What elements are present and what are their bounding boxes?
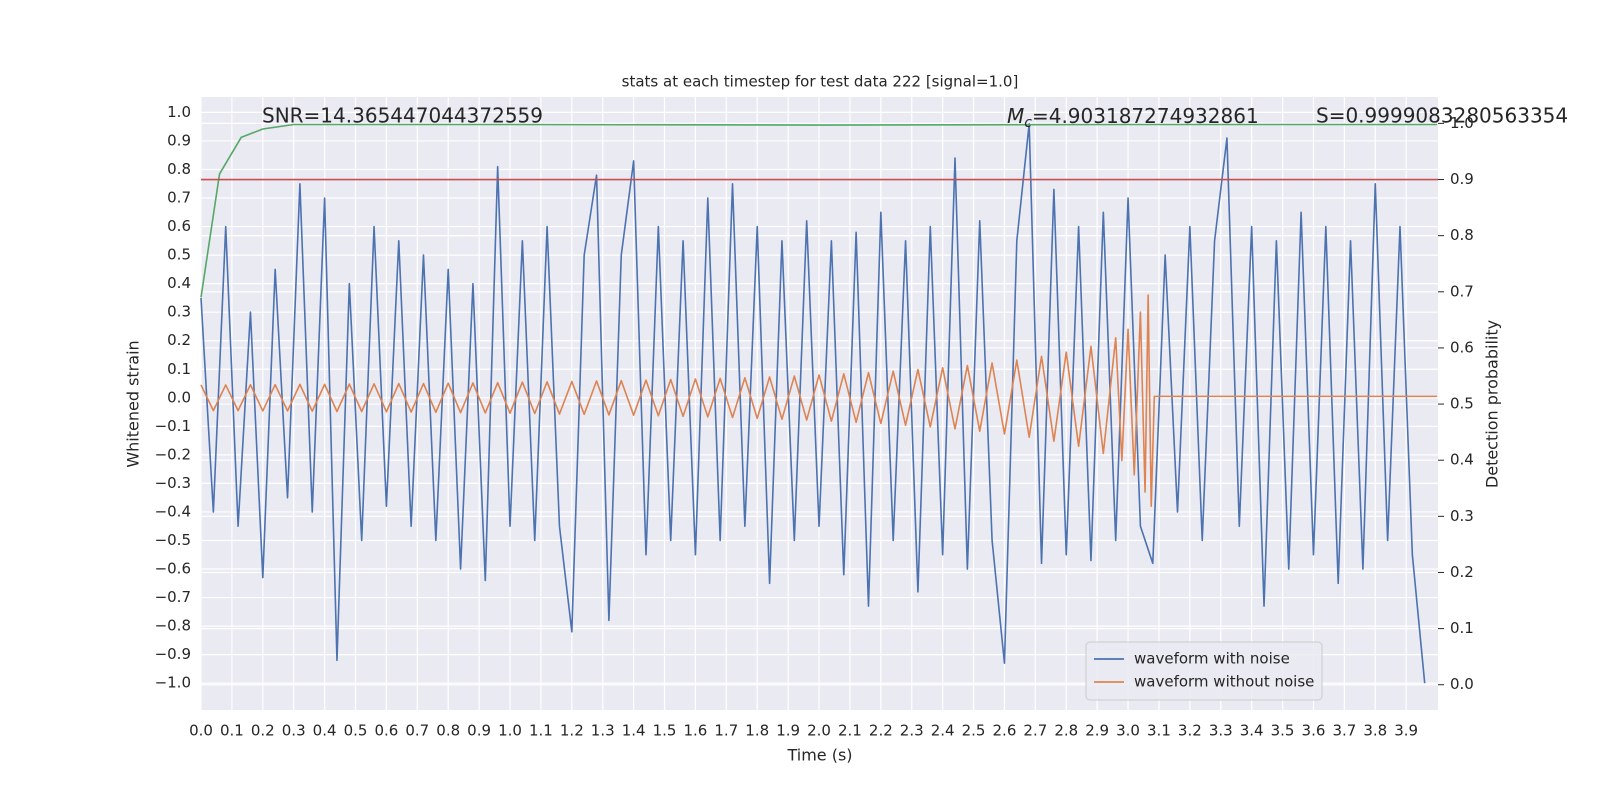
x-tick-label: 3.2: [1178, 722, 1202, 740]
x-tick-label: 1.5: [653, 722, 677, 740]
x-tick-label: 0.2: [251, 722, 275, 740]
y2-tick-label: 0.2: [1450, 563, 1474, 581]
x-tick-label: 2.1: [838, 722, 862, 740]
legend-label: waveform with noise: [1134, 650, 1290, 668]
y-tick-label: 0.6: [167, 217, 191, 235]
x-tick-label: 3.0: [1116, 722, 1140, 740]
x-tick-label: 0.9: [467, 722, 491, 740]
y-tick-label: −0.2: [155, 445, 191, 463]
x-tick-label: 1.8: [745, 722, 769, 740]
y-tick-label: 0.4: [167, 274, 191, 292]
y2-tick-label: 0.9: [1450, 170, 1474, 188]
y2-tick-label: 0.8: [1450, 226, 1474, 244]
y2-tick-label: 0.7: [1450, 282, 1474, 300]
y-tick-label: −0.6: [155, 560, 191, 578]
y2-tick-label: 0.5: [1450, 395, 1474, 413]
x-tick-label: 2.2: [869, 722, 893, 740]
x-tick-label: 0.5: [344, 722, 368, 740]
x-tick-label: 2.0: [807, 722, 831, 740]
y-tick-label: −0.1: [155, 417, 191, 435]
x-tick-label: 3.1: [1147, 722, 1171, 740]
y-tick-label: 1.0: [167, 103, 191, 121]
y2-axis-label: Detection probability: [1483, 320, 1502, 488]
x-tick-label: 2.8: [1054, 722, 1078, 740]
x-tick-label: 2.9: [1085, 722, 1109, 740]
y-axis-label: Whitened strain: [124, 340, 143, 467]
annotation-subscript: c: [1024, 115, 1032, 131]
x-tick-label: 1.1: [529, 722, 553, 740]
y2-tick-label: 1.0: [1450, 114, 1474, 132]
series-line: [200, 123, 1438, 298]
y2-tick-label: 0.6: [1450, 338, 1474, 356]
x-tick-label: 2.3: [900, 722, 924, 740]
y2-tick-label: 0.3: [1450, 507, 1474, 525]
y-tick-label: 0.5: [167, 246, 191, 264]
y-tick-label: 0.9: [167, 131, 191, 149]
x-tick-label: 2.5: [962, 722, 986, 740]
x-tick-label: 1.4: [622, 722, 646, 740]
x-tick-label: 3.7: [1332, 722, 1356, 740]
x-tick-label: 1.0: [498, 722, 522, 740]
legend-frame: [1085, 641, 1323, 701]
x-tick-label: 2.4: [931, 722, 955, 740]
y-tick-label: −0.3: [155, 474, 191, 492]
y-tick-label: −0.5: [155, 531, 191, 549]
x-tick-label: 0.6: [374, 722, 398, 740]
x-tick-label: 3.9: [1394, 722, 1418, 740]
y2-tick-label: 0.1: [1450, 619, 1474, 637]
x-tick-label: 1.3: [591, 722, 615, 740]
annotation-value: =4.903187274932861: [1032, 104, 1259, 128]
x-tick-label: 0.4: [313, 722, 337, 740]
y-tick-label: 0.7: [167, 189, 191, 207]
x-tick-label: 3.6: [1302, 722, 1326, 740]
annotation-symbol: M: [1007, 104, 1024, 128]
x-tick-label: 3.8: [1363, 722, 1387, 740]
y-tick-label: 0.8: [167, 160, 191, 178]
annotation: SNR=14.365447044372559: [262, 104, 543, 128]
x-tick-label: 0.3: [282, 722, 306, 740]
series-line: [200, 294, 1438, 508]
x-tick-label: 2.7: [1023, 722, 1047, 740]
legend-label: waveform without noise: [1134, 673, 1314, 691]
y-tick-label: 0.0: [167, 388, 191, 406]
x-tick-label: 0.1: [220, 722, 244, 740]
x-tick-label: 0.0: [189, 722, 213, 740]
y-tick-label: 0.3: [167, 303, 191, 321]
x-tick-label: 2.6: [993, 722, 1017, 740]
x-tick-label: 3.3: [1209, 722, 1233, 740]
y-tick-label: 0.1: [167, 360, 191, 378]
series-line: [200, 123, 1426, 684]
x-tick-label: 0.8: [436, 722, 460, 740]
x-tick-label: 0.7: [405, 722, 429, 740]
y2-tick-label: 0.0: [1450, 675, 1474, 693]
x-axis-label: Time (s): [786, 746, 852, 765]
y-tick-label: 0.2: [167, 331, 191, 349]
annotation: S=0.9999083280563354: [1316, 104, 1568, 128]
x-tick-label: 3.4: [1240, 722, 1264, 740]
x-tick-label: 1.7: [714, 722, 738, 740]
chart-title: stats at each timestep for test data 222…: [622, 73, 1019, 91]
y2-tick-label: 0.4: [1450, 451, 1474, 469]
y-tick-label: −0.8: [155, 617, 191, 635]
x-tick-label: 1.6: [683, 722, 707, 740]
x-tick-label: 1.9: [776, 722, 800, 740]
y-tick-label: −1.0: [155, 674, 191, 692]
annotation: Mc=4.903187274932861: [1007, 104, 1259, 132]
y-tick-label: −0.9: [155, 645, 191, 663]
y-tick-label: −0.7: [155, 588, 191, 606]
y-tick-label: −0.4: [155, 502, 191, 520]
x-tick-label: 3.5: [1271, 722, 1295, 740]
x-tick-label: 1.2: [560, 722, 584, 740]
